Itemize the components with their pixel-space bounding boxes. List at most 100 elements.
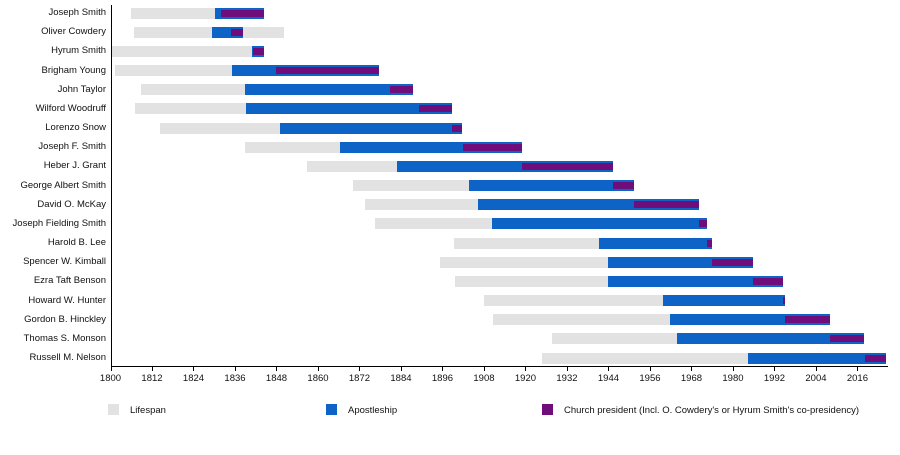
x-tick-label: 1848 xyxy=(265,373,288,384)
president-bar xyxy=(633,201,699,209)
x-tick-label: 1800 xyxy=(99,373,122,384)
apostleship-bar xyxy=(340,141,522,153)
x-tick-mark xyxy=(317,367,319,371)
president-bar xyxy=(864,354,887,362)
x-tick-mark xyxy=(857,367,859,371)
x-tick-mark xyxy=(566,367,568,371)
x-tick-mark xyxy=(815,367,817,371)
x-tick-label: 1908 xyxy=(473,373,495,384)
apostleship-bar xyxy=(246,103,452,115)
row-label: Oliver Cowdery xyxy=(41,26,106,38)
x-tick-label: 1824 xyxy=(182,373,205,384)
president-bar xyxy=(521,162,614,170)
legend-label-apostleship: Apostleship xyxy=(348,405,398,416)
x-tick-mark xyxy=(151,367,153,371)
president-bar xyxy=(389,86,414,94)
legend-swatch-apostleship xyxy=(326,404,337,415)
row-label: Hyrum Smith xyxy=(51,45,106,57)
president-bar xyxy=(221,9,265,17)
y-axis-line xyxy=(110,5,112,366)
lifespan-bar xyxy=(541,352,887,364)
president-bar xyxy=(419,105,452,113)
x-tick-label: 1956 xyxy=(639,373,661,384)
x-tick-label: 1884 xyxy=(390,373,412,384)
x-tick-mark xyxy=(276,367,278,371)
row-label: David O. McKay xyxy=(37,198,106,210)
president-bar xyxy=(698,220,708,228)
president-bar xyxy=(252,47,265,55)
president-bar xyxy=(276,67,380,74)
x-tick-label: 1836 xyxy=(224,373,246,384)
lifespan-bar xyxy=(483,295,786,307)
legend-label-lifespan: Lifespan xyxy=(130,405,166,416)
apostleship-bar xyxy=(211,26,243,38)
president-bar xyxy=(231,28,243,36)
row-label: Howard W. Hunter xyxy=(28,294,106,306)
x-tick-mark xyxy=(691,367,693,371)
x-tick-mark xyxy=(110,367,112,371)
apostleship-bar xyxy=(669,314,831,326)
row-label: Joseph Fielding Smith xyxy=(12,217,106,229)
x-tick-label: 2016 xyxy=(846,373,869,384)
apostleship-bar xyxy=(469,180,634,192)
row-label: Heber J. Grant xyxy=(43,160,106,172)
apostleship-bar xyxy=(477,199,699,211)
legend-swatch-lifespan xyxy=(108,404,119,415)
lifespan-bar xyxy=(453,237,713,249)
row-label: Joseph F. Smith xyxy=(38,141,106,153)
x-tick-label: 1812 xyxy=(141,373,163,384)
row-label: Ezra Taft Benson xyxy=(33,275,106,287)
president-bar xyxy=(613,182,634,190)
x-tick-mark xyxy=(442,367,444,371)
president-bar xyxy=(785,316,831,324)
x-tick-mark xyxy=(359,367,361,371)
row-label: Joseph Smith xyxy=(48,7,106,18)
x-tick-mark xyxy=(234,367,236,371)
row-label: Gordon B. Hinckley xyxy=(24,313,106,325)
x-tick-label: 1872 xyxy=(348,373,371,384)
lifespan-bar xyxy=(110,45,265,57)
x-tick-label: 1896 xyxy=(431,373,454,384)
x-tick-label: 1932 xyxy=(556,373,578,384)
x-tick-mark xyxy=(774,367,776,371)
apostleship-bar xyxy=(396,160,614,172)
x-axis-line xyxy=(110,366,888,367)
legend-label-president: Church president (Incl. O. Cowdery's or … xyxy=(564,405,860,416)
x-tick-mark xyxy=(608,367,610,371)
lifespan-bar xyxy=(439,256,754,268)
president-bar xyxy=(782,297,786,305)
x-tick-label: 1992 xyxy=(763,373,786,384)
president-bar xyxy=(462,143,522,151)
legend-swatch-president xyxy=(542,404,553,415)
row-label: Thomas S. Monson xyxy=(23,332,106,344)
lifespan-bar xyxy=(133,26,284,38)
president-bar xyxy=(712,258,754,266)
x-tick-mark xyxy=(400,367,402,371)
x-tick-label: 1920 xyxy=(514,373,537,384)
apostleship-bar xyxy=(491,218,707,230)
x-tick-label: 2004 xyxy=(805,373,827,384)
row-label: Brigham Young xyxy=(41,64,106,76)
row-label: Russell M. Nelson xyxy=(29,352,106,364)
x-tick-label: 1968 xyxy=(680,373,703,384)
x-tick-mark xyxy=(483,367,485,371)
x-tick-label: 1944 xyxy=(597,373,620,384)
x-tick-label: 1860 xyxy=(307,373,329,384)
x-tick-mark xyxy=(525,367,527,371)
apostleship-bar xyxy=(676,333,865,345)
x-tick-mark xyxy=(732,367,734,371)
president-bar xyxy=(830,335,865,343)
apostleship-bar xyxy=(245,84,414,96)
row-label: Harold B. Lee xyxy=(47,237,106,249)
president-bar xyxy=(451,124,463,132)
row-label: Lorenzo Snow xyxy=(45,122,106,134)
president-bar xyxy=(707,239,713,247)
apostleship-bar xyxy=(607,275,783,287)
row-label: Spencer W. Kimball xyxy=(23,256,106,268)
x-tick-label: 1980 xyxy=(722,373,744,384)
row-label: John Taylor xyxy=(57,83,106,95)
x-tick-mark xyxy=(193,367,195,371)
row-label: Wilford Woodruff xyxy=(35,102,106,114)
apostleship-bar xyxy=(663,295,786,307)
